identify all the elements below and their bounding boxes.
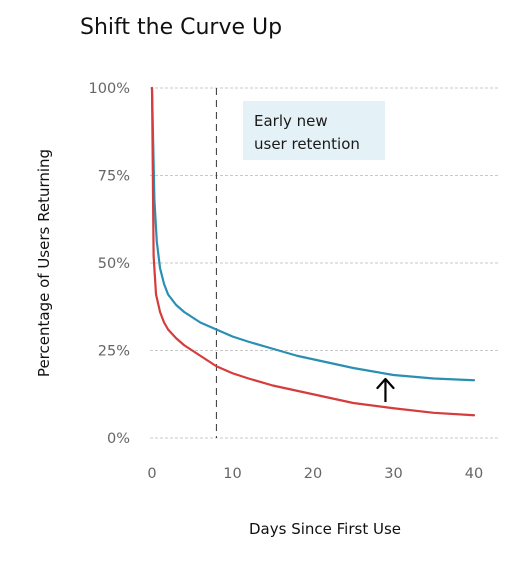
annotation-line-2: user retention — [254, 135, 360, 153]
x-tick-label: 10 — [223, 466, 241, 482]
y-tick-label: 50% — [98, 256, 130, 272]
series-line-2 — [150, 86, 476, 417]
x-tick-label: 40 — [465, 466, 483, 482]
gridlines — [150, 87, 500, 439]
x-tick-label: 0 — [147, 466, 156, 482]
annotation-background — [243, 101, 385, 160]
y-axis-label: Percentage of Users Returning — [35, 149, 53, 377]
y-tick-label: 0% — [107, 431, 130, 447]
y-tick-label: 25% — [98, 344, 130, 360]
series-lines — [150, 86, 476, 417]
chart-title: Shift the Curve Up — [80, 15, 282, 40]
x-tick-label: 20 — [304, 466, 322, 482]
y-axis-ticks: 0% 25% 50% 75% 100% — [89, 81, 130, 447]
y-tick-label: 75% — [98, 169, 130, 185]
x-axis-ticks: 0 10 20 30 40 — [147, 466, 483, 482]
x-axis-label: Days Since First Use — [249, 520, 401, 538]
annotation-box: Early new user retention — [243, 101, 385, 160]
shift-up-arrow — [376, 377, 395, 402]
y-tick-label: 100% — [89, 81, 130, 97]
arrow-head — [376, 377, 395, 390]
annotation-line-1: Early new — [254, 112, 328, 130]
x-tick-label: 30 — [384, 466, 402, 482]
series-line-1 — [150, 86, 476, 382]
